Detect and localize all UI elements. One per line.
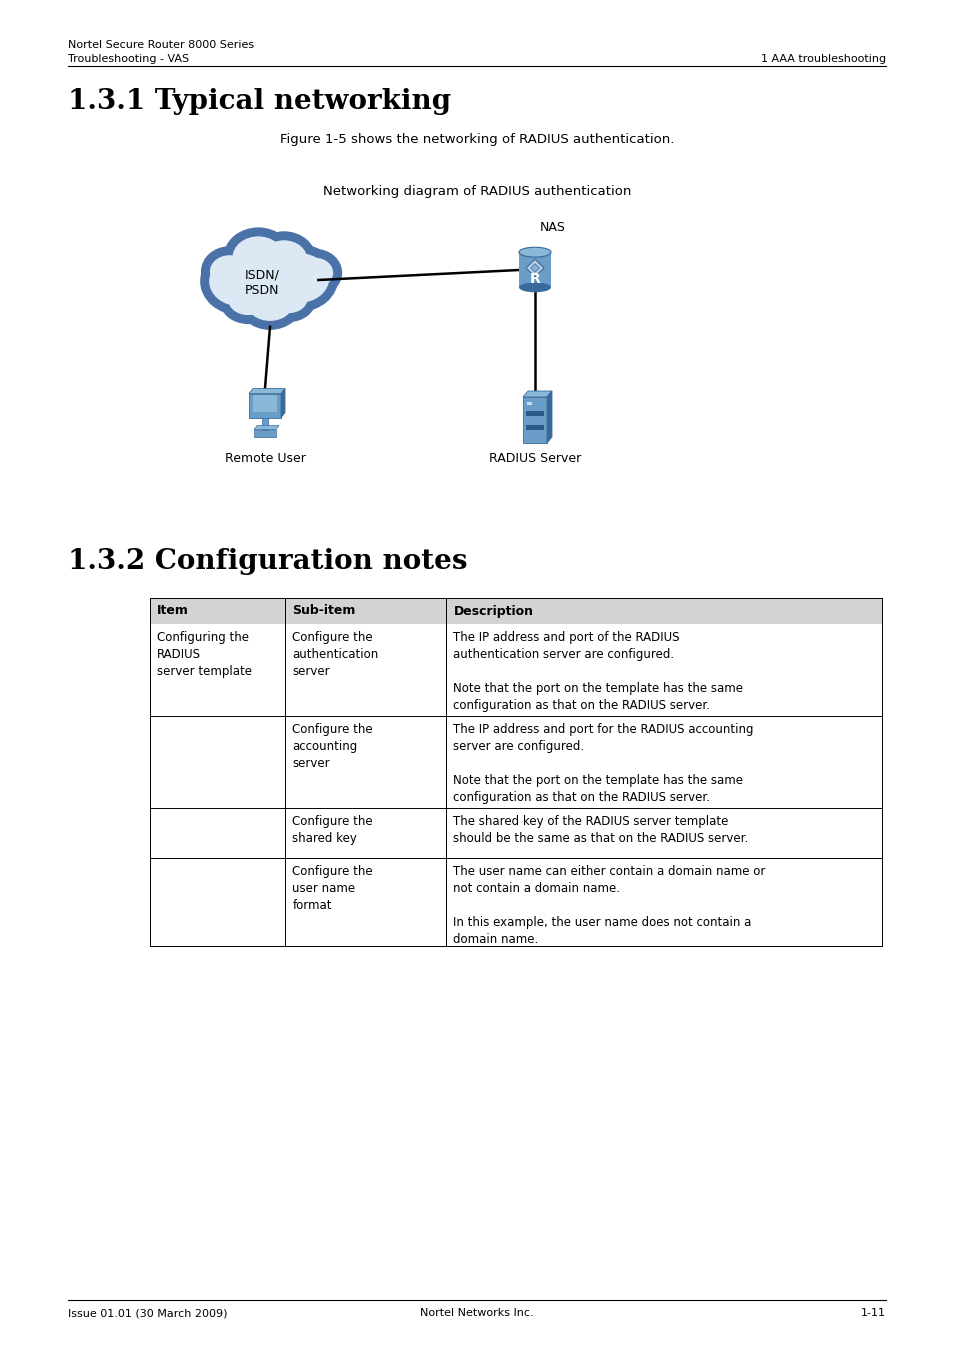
Polygon shape (530, 263, 538, 273)
Text: Troubleshooting - VAS: Troubleshooting - VAS (68, 54, 189, 63)
Text: Configuring the
RADIUS
server template: Configuring the RADIUS server template (157, 630, 252, 678)
Text: Nortel Secure Router 8000 Series: Nortel Secure Router 8000 Series (68, 40, 253, 50)
Ellipse shape (220, 236, 319, 320)
Ellipse shape (270, 285, 307, 313)
Bar (526, 401, 531, 405)
Ellipse shape (246, 285, 294, 321)
Ellipse shape (261, 275, 316, 323)
Bar (522, 397, 546, 443)
Bar (150, 809, 882, 859)
Text: Description: Description (453, 605, 533, 617)
Text: Configure the
authentication
server: Configure the authentication server (293, 630, 378, 678)
Text: Networking diagram of RADIUS authentication: Networking diagram of RADIUS authenticat… (322, 185, 631, 198)
Ellipse shape (288, 248, 342, 297)
Text: Issue 01.01 (30 March 2009): Issue 01.01 (30 March 2009) (68, 1308, 227, 1318)
Text: The IP address and port of the RADIUS
authentication server are configured.

Not: The IP address and port of the RADIUS au… (453, 630, 742, 711)
Ellipse shape (518, 247, 551, 256)
Ellipse shape (223, 227, 293, 288)
Polygon shape (546, 392, 552, 443)
Ellipse shape (210, 255, 249, 288)
Bar (253, 394, 277, 412)
Text: The user name can either contain a domain name or
not contain a domain name.

In: The user name can either contain a domai… (453, 865, 765, 946)
Bar (253, 429, 275, 436)
Text: 1-11: 1-11 (861, 1308, 885, 1318)
Ellipse shape (230, 246, 311, 310)
Bar (262, 417, 268, 429)
Text: Configure the
shared key: Configure the shared key (293, 815, 373, 845)
Text: 1 AAA troubleshooting: 1 AAA troubleshooting (760, 54, 885, 63)
Text: Remote User: Remote User (224, 452, 305, 464)
Ellipse shape (233, 236, 284, 278)
Bar (150, 859, 882, 946)
Polygon shape (249, 389, 285, 394)
Polygon shape (253, 425, 278, 429)
Text: 1.3.1 Typical networking: 1.3.1 Typical networking (68, 88, 451, 115)
Text: Configure the
user name
format: Configure the user name format (293, 865, 373, 913)
Ellipse shape (237, 275, 302, 329)
Text: RADIUS Server: RADIUS Server (488, 452, 580, 464)
Text: 1.3.2 Configuration notes: 1.3.2 Configuration notes (68, 548, 467, 575)
Ellipse shape (261, 244, 338, 312)
Polygon shape (281, 389, 285, 417)
Text: R: R (529, 271, 539, 286)
Ellipse shape (201, 246, 257, 297)
Ellipse shape (200, 247, 277, 315)
Bar (525, 410, 543, 416)
Text: Sub-item: Sub-item (293, 605, 355, 617)
Ellipse shape (209, 256, 268, 306)
Text: NAS: NAS (539, 221, 565, 235)
Ellipse shape (252, 231, 316, 289)
Bar (249, 394, 281, 417)
Ellipse shape (518, 282, 551, 293)
Bar (150, 598, 882, 624)
Ellipse shape (260, 240, 307, 279)
Bar (525, 425, 543, 429)
Text: Configure the
accounting
server: Configure the accounting server (293, 724, 373, 769)
Text: ISDN/
PSDN: ISDN/ PSDN (244, 269, 279, 297)
Polygon shape (522, 392, 552, 397)
Text: Figure 1-5 shows the networking of RADIUS authentication.: Figure 1-5 shows the networking of RADIU… (279, 134, 674, 146)
Ellipse shape (297, 258, 333, 288)
Bar (518, 252, 551, 288)
Text: The shared key of the RADIUS server template
should be the same as that on the R: The shared key of the RADIUS server temp… (453, 815, 748, 845)
Bar (150, 624, 882, 716)
Bar (150, 716, 882, 809)
Ellipse shape (270, 254, 329, 302)
Text: Nortel Networks Inc.: Nortel Networks Inc. (419, 1308, 534, 1318)
Text: The IP address and port for the RADIUS accounting
server are configured.

Note t: The IP address and port for the RADIUS a… (453, 724, 753, 805)
Ellipse shape (219, 278, 276, 324)
Ellipse shape (229, 286, 268, 315)
Polygon shape (525, 259, 543, 277)
Text: Item: Item (157, 605, 189, 617)
